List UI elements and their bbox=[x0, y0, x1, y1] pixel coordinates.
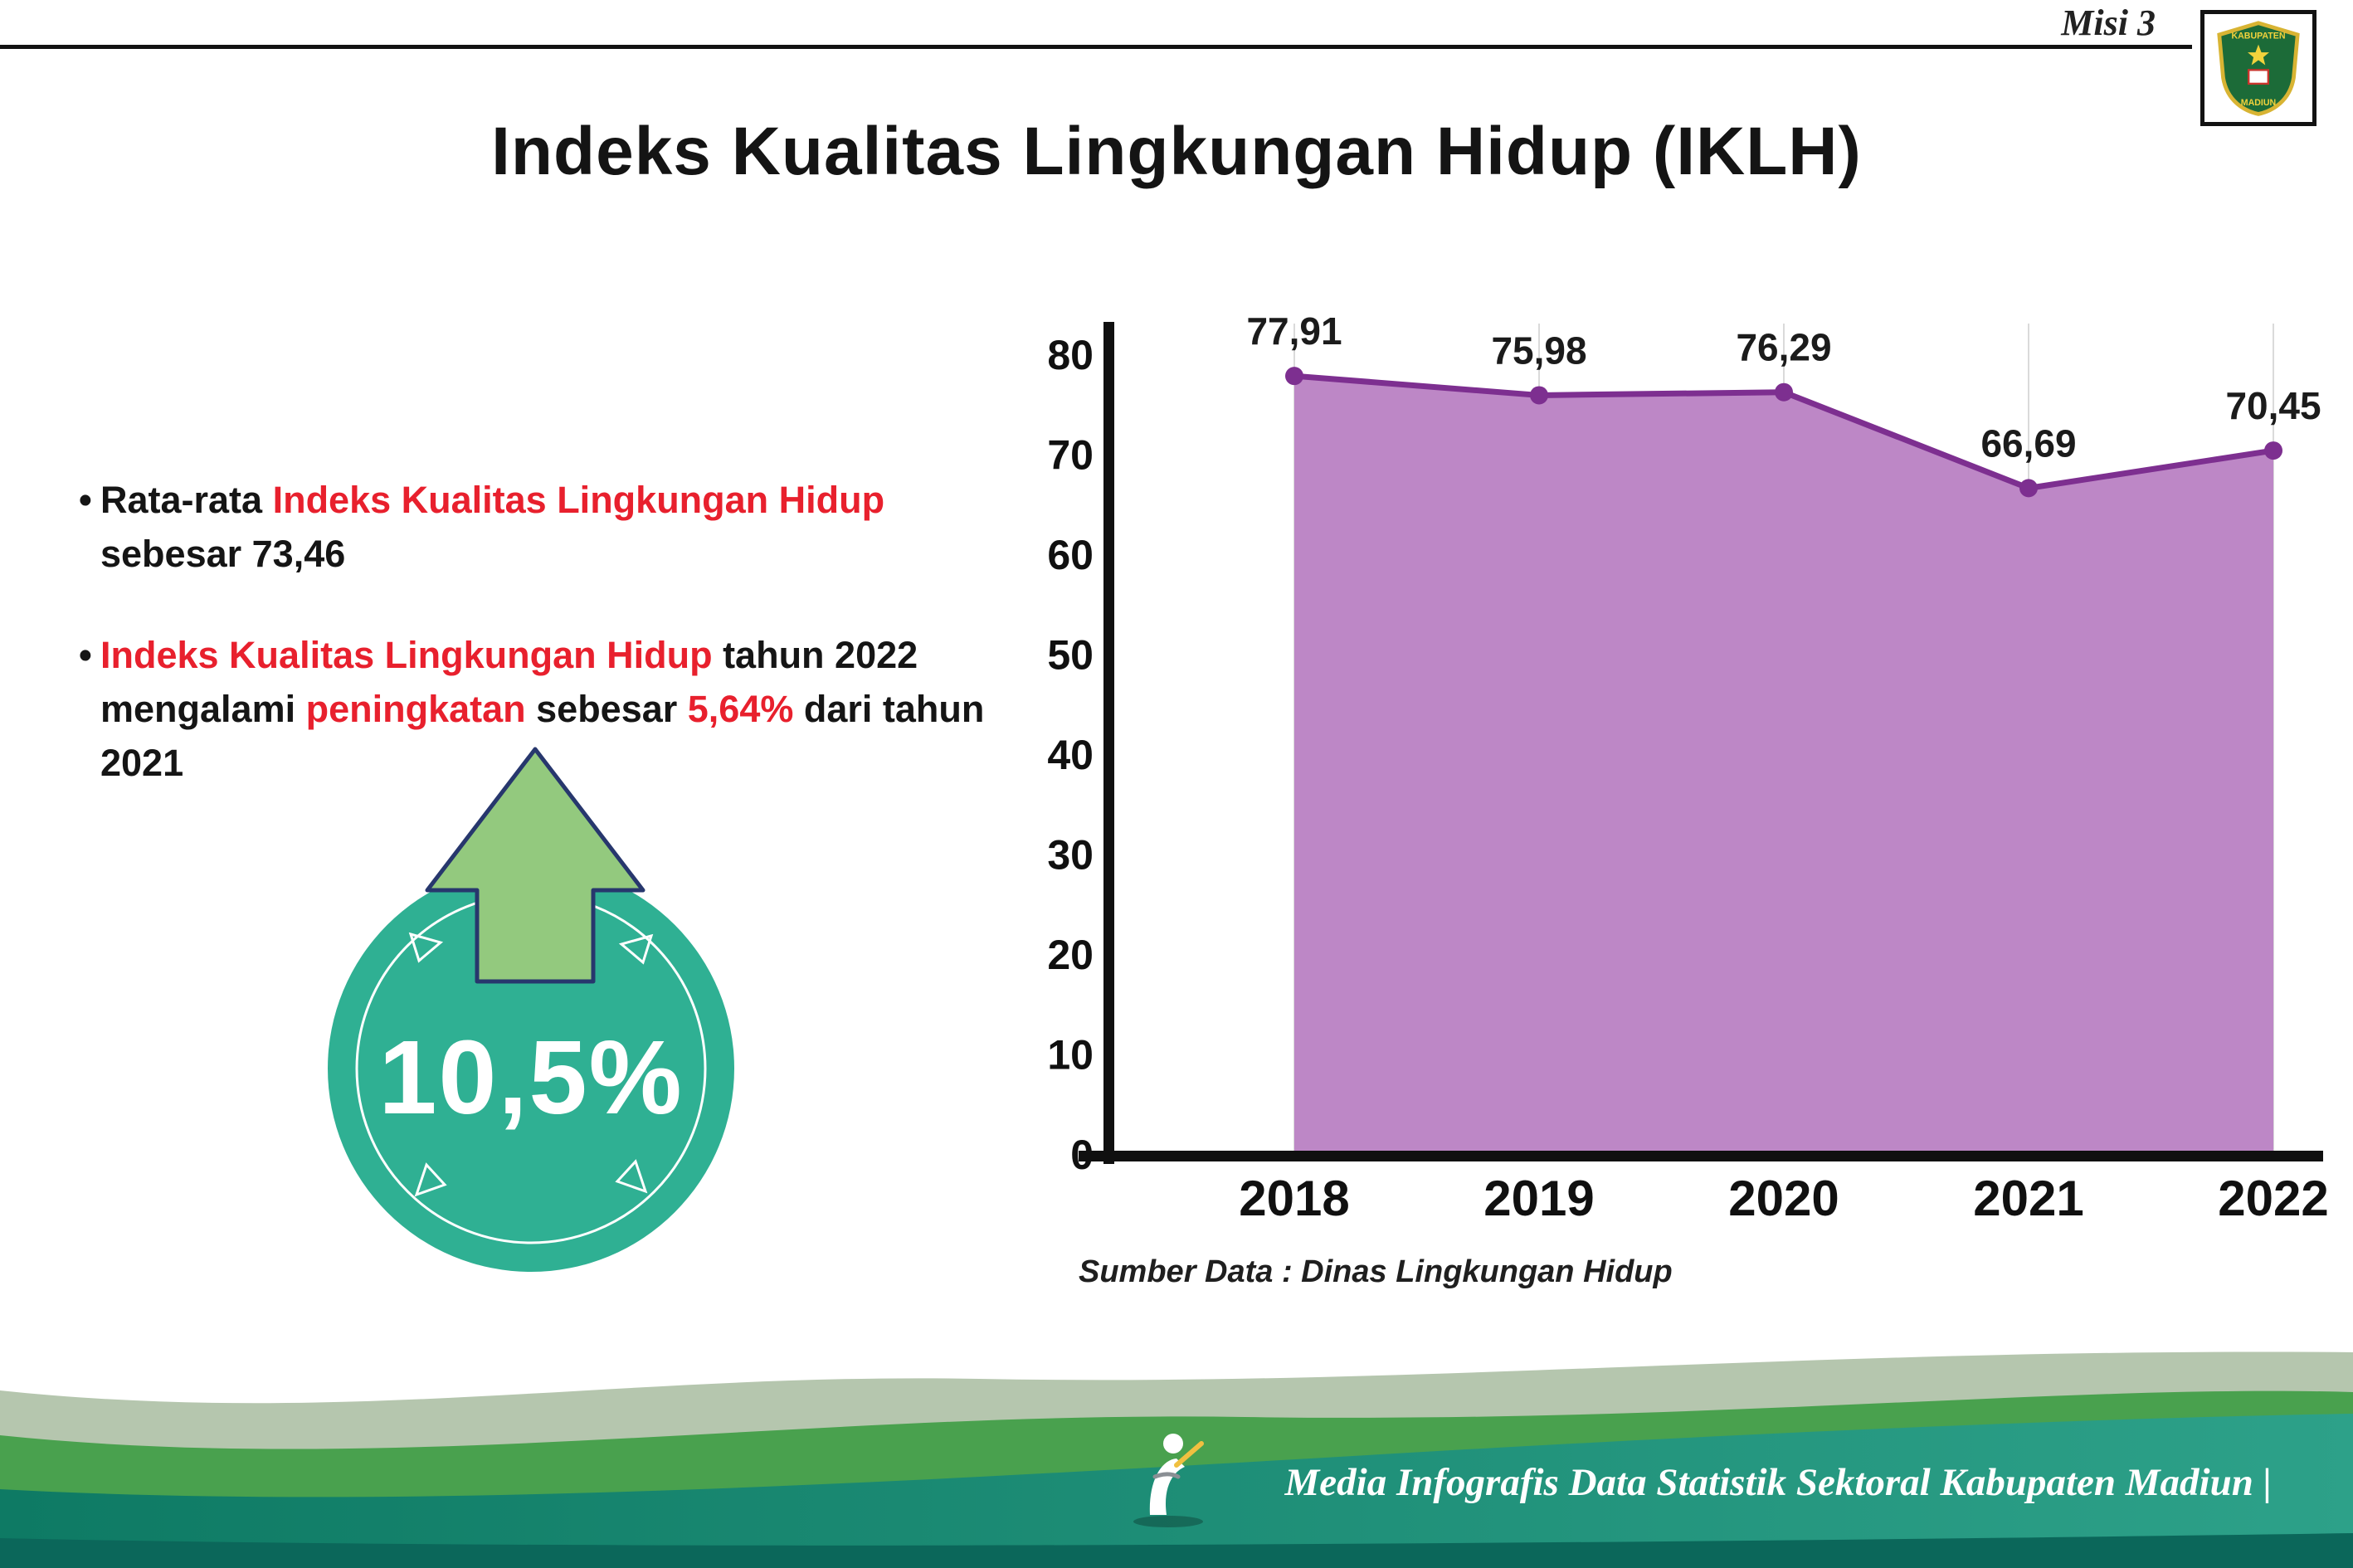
bullet1-value: sebesar 73,46 bbox=[100, 533, 346, 576]
bullet-average: Rata-rata Indeks Kualitas Lingkungan Hid… bbox=[79, 473, 1016, 582]
deco-triangle-icon bbox=[414, 1162, 447, 1197]
deco-triangle-icon bbox=[618, 933, 654, 965]
kabupaten-madiun-logo: KABUPATEN MADIUN bbox=[2200, 10, 2316, 126]
bullet2-text1: tahun 2022 mengalami bbox=[100, 633, 918, 730]
bullet1-text: Rata-rata bbox=[100, 479, 273, 521]
x-category-label: 2019 bbox=[1483, 1171, 1594, 1226]
bullet2-text3: dari tahun 2021 bbox=[100, 687, 985, 784]
bullet2-text2: sebesar bbox=[525, 687, 688, 730]
footer-credit: Media Infografis Data Statistik Sektoral… bbox=[1284, 1461, 2272, 1504]
data-point bbox=[1285, 367, 1303, 386]
wave-dark bbox=[0, 1533, 2353, 1568]
summary-bullets: Rata-rata Indeks Kualitas Lingkungan Hid… bbox=[79, 473, 1016, 836]
writer-icon bbox=[1133, 1434, 1204, 1527]
bullet2-highlight1: Indeks Kualitas Lingkungan Hidup bbox=[100, 633, 713, 676]
y-axis bbox=[1103, 322, 1114, 1164]
x-axis bbox=[1079, 1151, 2323, 1161]
x-category-label: 2022 bbox=[2218, 1171, 2328, 1226]
y-tick-label: 30 bbox=[1047, 832, 1094, 879]
badge-circle bbox=[328, 865, 734, 1272]
growth-badge-graphic bbox=[328, 747, 734, 1272]
data-point bbox=[2264, 441, 2282, 460]
bullet1-highlight: Indeks Kualitas Lingkungan Hidup bbox=[272, 479, 885, 521]
y-tick-label: 60 bbox=[1047, 532, 1094, 578]
y-tick-label: 50 bbox=[1047, 632, 1094, 679]
wave-teal bbox=[0, 1414, 2353, 1568]
x-category-label: 2020 bbox=[1728, 1171, 1839, 1226]
point-label: 77,91 bbox=[1246, 309, 1342, 353]
data-source-note: Sumber Data : Dinas Lingkungan Hidup bbox=[1079, 1254, 1673, 1289]
seal-icon: KABUPATEN MADIUN bbox=[2217, 21, 2300, 116]
growth-badge: 10,5% bbox=[315, 737, 747, 1280]
bullet2-percentage: 5,64% bbox=[687, 687, 794, 730]
x-category-label: 2018 bbox=[1239, 1171, 1349, 1226]
bullet-increase: Indeks Kualitas Lingkungan Hidup tahun 2… bbox=[79, 628, 1016, 791]
deco-triangle-icon bbox=[408, 932, 444, 963]
misi-label: Misi 3 bbox=[2061, 2, 2156, 43]
logo-text-top: KABUPATEN bbox=[2231, 32, 2285, 41]
point-label: 75,98 bbox=[1491, 329, 1586, 372]
point-label: 66,69 bbox=[1980, 421, 2076, 465]
top-divider bbox=[0, 45, 2192, 49]
data-point bbox=[2019, 479, 2038, 498]
logo-text-bottom: MADIUN bbox=[2241, 98, 2276, 108]
iklh-area-chart: 77,9175,9876,2966,6970,45010203040506070… bbox=[1047, 309, 2328, 1226]
page-title: Indeks Kualitas Lingkungan Hidup (IKLH) bbox=[491, 114, 1862, 189]
badge-percentage: 10,5% bbox=[378, 1019, 684, 1136]
y-tick-label: 70 bbox=[1047, 432, 1094, 479]
up-arrow-icon bbox=[425, 747, 645, 984]
area-fill bbox=[1294, 376, 2273, 1155]
data-point bbox=[1530, 386, 1548, 405]
y-tick-label: 20 bbox=[1047, 932, 1094, 978]
x-category-label: 2021 bbox=[1973, 1171, 2083, 1226]
y-tick-label: 80 bbox=[1047, 332, 1094, 378]
bullet2-highlight2: peningkatan bbox=[305, 687, 526, 730]
deco-triangle-icon bbox=[615, 1159, 648, 1194]
y-tick-label: 10 bbox=[1047, 1032, 1094, 1079]
y-tick-label: 40 bbox=[1047, 732, 1094, 778]
data-point bbox=[1775, 382, 1793, 402]
point-label: 76,29 bbox=[1736, 326, 1831, 369]
point-label: 70,45 bbox=[2225, 384, 2321, 427]
